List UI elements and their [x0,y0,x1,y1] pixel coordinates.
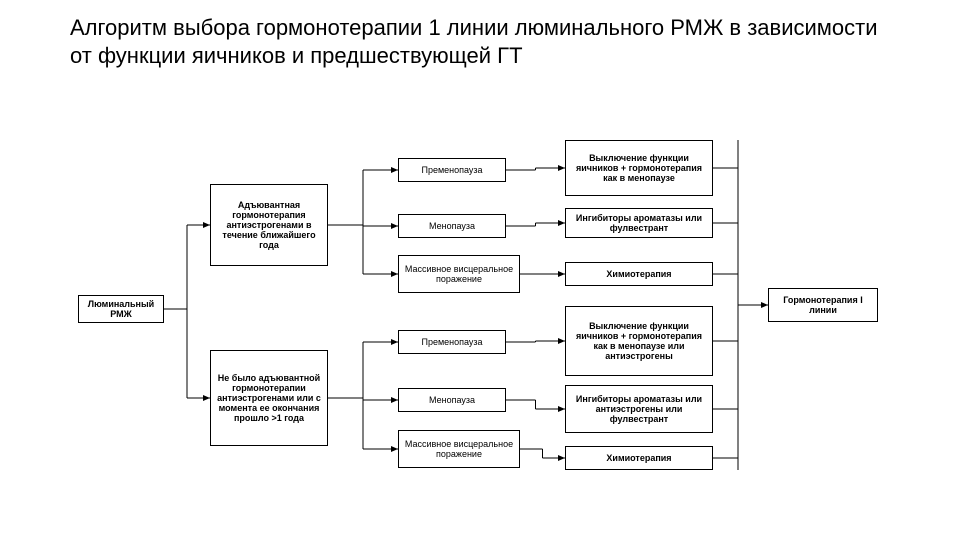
node-out6: Химиотерапия [565,446,713,470]
node-pre1: Пременопауза [398,158,506,182]
node-out1: Выключение функции яичников + гормонотер… [565,140,713,196]
node-final: Гормонотерапия I линии [768,288,878,322]
node-out3: Химиотерапия [565,262,713,286]
node-vis1: Массивное висцеральное поражение [398,255,520,293]
node-vis2: Массивное висцеральное поражение [398,430,520,468]
node-noadj: Не было адъювантной гормонотерапии антиэ… [210,350,328,446]
node-root: Люминальный РМЖ [78,295,164,323]
node-men2: Менопауза [398,388,506,412]
node-out2: Ингибиторы ароматазы или фулвестрант [565,208,713,238]
node-pre2: Пременопауза [398,330,506,354]
node-out4: Выключение функции яичников + гормонотер… [565,306,713,376]
node-out5: Ингибиторы ароматазы или антиэстрогены и… [565,385,713,433]
node-men1: Менопауза [398,214,506,238]
node-adj: Адъювантная гормонотерапия антиэстрогена… [210,184,328,266]
